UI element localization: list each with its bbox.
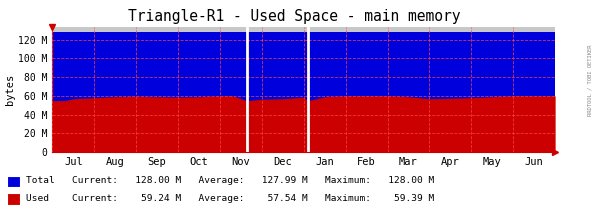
Text: RRDTOOL / TOBI OETIKER: RRDTOOL / TOBI OETIKER <box>588 44 593 116</box>
Text: Triangle-R1 - Used Space - main memory: Triangle-R1 - Used Space - main memory <box>129 9 461 24</box>
Text: Total   Current:   128.00 M   Average:   127.99 M   Maximum:   128.00 M: Total Current: 128.00 M Average: 127.99 … <box>26 176 434 185</box>
Y-axis label: bytes: bytes <box>5 74 15 105</box>
Text: Used    Current:    59.24 M   Average:    57.54 M   Maximum:    59.39 M: Used Current: 59.24 M Average: 57.54 M M… <box>26 194 434 202</box>
